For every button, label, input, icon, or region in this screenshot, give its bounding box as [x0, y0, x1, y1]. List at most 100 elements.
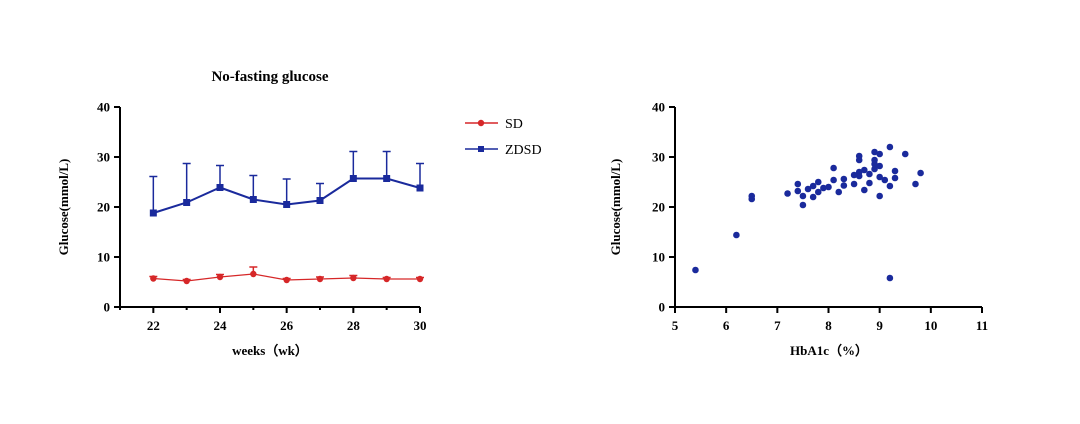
right-x-tick-label: 11: [976, 318, 988, 333]
left-x-tick-label: 26: [280, 318, 294, 333]
right-x-tick-label: 8: [825, 318, 832, 333]
data-point: [249, 196, 257, 203]
scatter-point: [871, 156, 878, 164]
scatter-point: [876, 173, 883, 181]
scatter-point: [871, 148, 878, 156]
data-point: [416, 275, 424, 283]
left-x-tick-label: 22: [147, 318, 160, 333]
scatter-point: [917, 169, 924, 177]
scatter-chart: 0 10 20 30 40 5 6 7 8 9 10 11 HbA1c（%） Glucose(mmol…: [608, 100, 988, 359]
legend: SD ZDSD: [465, 117, 542, 158]
right-x-axis-label: HbA1c（%）: [790, 343, 868, 358]
right-x-tick-label: 5: [672, 318, 679, 333]
scatter-point: [799, 201, 807, 209]
right-axes: 0 10 20 30 40 5 6 7 8 9 10 11: [652, 100, 988, 334]
scatter-point: [804, 185, 812, 193]
scatter-point: [886, 143, 894, 151]
scatter-point: [825, 183, 832, 191]
right-y-tick-label: 20: [652, 200, 665, 215]
scatter-point: [794, 180, 802, 188]
data-point: [183, 277, 190, 285]
legend-marker-sd: [477, 119, 485, 127]
left-y-tick-label: 30: [97, 150, 110, 165]
scatter-point: [809, 193, 817, 201]
scatter-point: [912, 180, 919, 188]
scatter-point: [901, 150, 909, 158]
left-y-axis-label: Glucose(mmol/L): [56, 159, 71, 256]
scatter-point: [866, 170, 873, 178]
scatter-point: [886, 182, 894, 190]
left-x-tick-label: 30: [414, 318, 427, 333]
left-x-axis-label: weeks（wk）: [232, 343, 308, 358]
scatter-point: [886, 274, 894, 282]
scatter-point: [840, 182, 848, 189]
left-x-tick-label: 24: [214, 318, 228, 333]
scatter-point: [809, 182, 817, 190]
left-y-tick-label: 0: [104, 300, 111, 315]
scatter-point: [876, 192, 883, 200]
right-y-tick-label: 0: [659, 300, 666, 315]
scatter-point: [830, 176, 837, 184]
left-y-tick-label: 40: [97, 100, 110, 115]
scatter-points: [692, 143, 924, 282]
right-y-tick-label: 40: [652, 100, 665, 115]
data-point: [383, 175, 391, 182]
scatter-point: [835, 188, 843, 196]
legend-label-zdsd: ZDSD: [505, 143, 542, 158]
data-point: [283, 276, 290, 284]
data-point: [216, 184, 224, 191]
left-x-tick-label: 28: [347, 318, 361, 333]
right-y-tick-label: 10: [652, 250, 665, 265]
scatter-point: [871, 165, 878, 173]
line-chart: No-fasting glucose 0 10 20 30 40 22 24 26 28 30 w…: [56, 69, 427, 358]
left-y-tick-label: 20: [97, 200, 110, 215]
scatter-point: [799, 192, 807, 200]
scatter-point: [866, 179, 873, 187]
scatter-point: [820, 184, 827, 192]
scatter-point: [881, 176, 889, 184]
data-point: [216, 273, 224, 281]
data-point: [150, 275, 157, 282]
scatter-point: [733, 231, 740, 239]
data-point: [383, 275, 390, 283]
data-point: [283, 201, 291, 208]
scatter-point: [861, 186, 868, 194]
scatter-point: [855, 152, 863, 160]
series-sd: [149, 266, 424, 285]
left-series-group: [149, 150, 424, 285]
scatter-point: [784, 190, 791, 197]
scatter-point: [891, 174, 899, 182]
data-point: [416, 184, 424, 192]
chart-title: No-fasting glucose: [211, 69, 328, 85]
legend-label-sd: SD: [505, 117, 523, 132]
data-point: [183, 199, 191, 206]
legend-item-zdsd: ZDSD: [465, 143, 542, 158]
right-x-tick-label: 6: [723, 318, 730, 333]
scatter-point: [830, 164, 837, 172]
scatter-point: [876, 150, 883, 158]
scatter-point: [840, 175, 848, 183]
scatter-point: [850, 180, 858, 188]
right-x-tick-label: 10: [924, 318, 937, 333]
right-y-tick-label: 30: [652, 150, 665, 165]
scatter-point: [794, 187, 802, 195]
data-point: [250, 270, 257, 278]
scatter-point: [814, 178, 822, 186]
legend-item-sd: SD: [465, 117, 523, 132]
right-y-axis-label: Glucose(mmol/L): [608, 159, 623, 256]
scatter-point: [692, 266, 699, 274]
scatter-point: [891, 167, 899, 175]
scatter-point: [876, 162, 883, 170]
right-x-tick-label: 7: [774, 318, 781, 333]
left-y-tick-label: 10: [97, 250, 110, 265]
data-point: [149, 209, 157, 217]
legend-marker-zdsd: [478, 146, 484, 152]
scatter-point: [814, 188, 822, 196]
scatter-point: [850, 171, 858, 179]
data-point: [316, 275, 324, 283]
series-zdsd: [149, 150, 424, 217]
scatter-point: [748, 192, 756, 200]
scatter-point: [861, 166, 868, 174]
data-point: [350, 274, 357, 282]
data-point: [349, 175, 357, 182]
